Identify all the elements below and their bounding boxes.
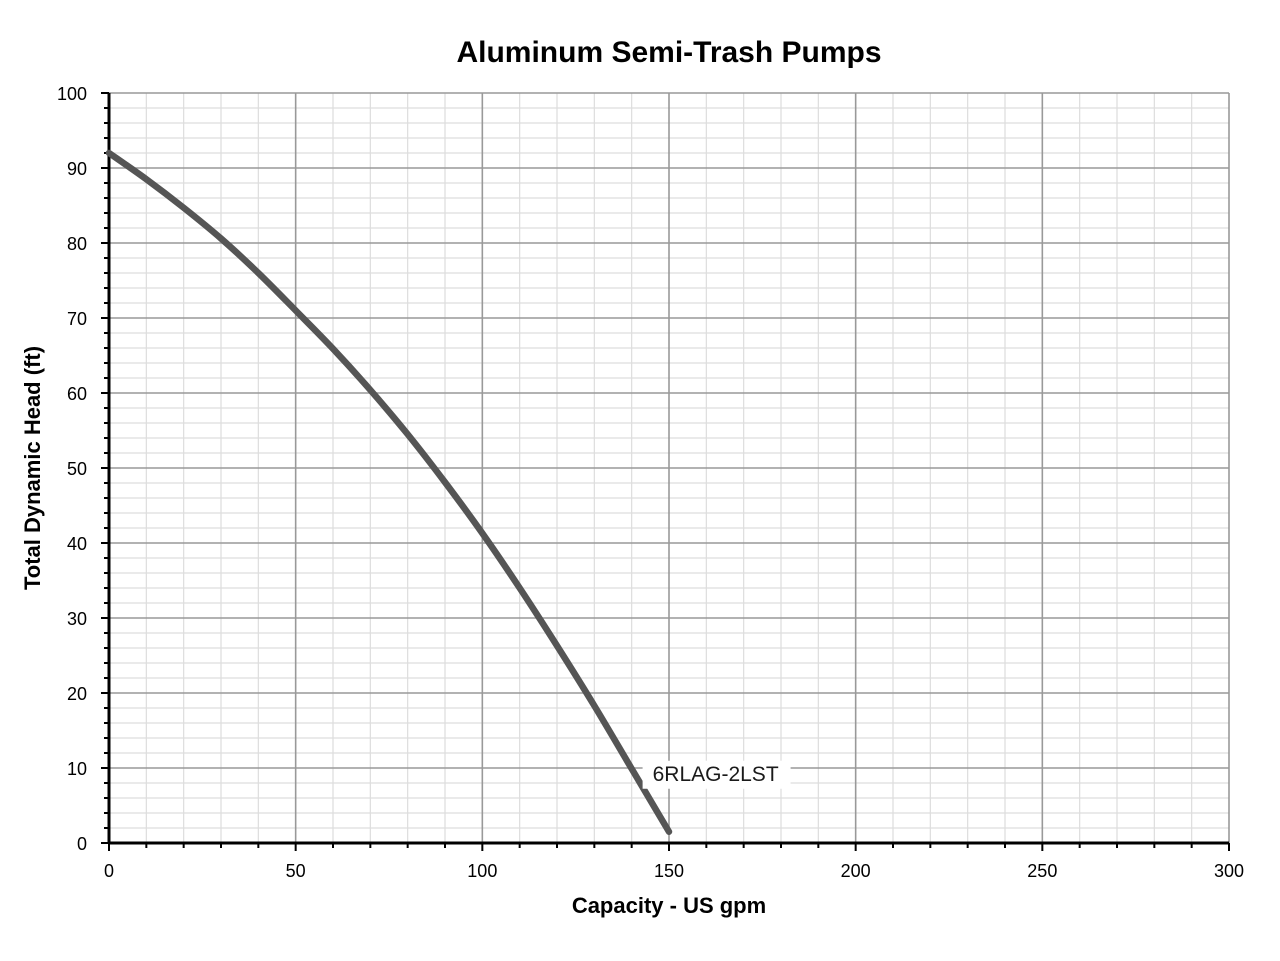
y-tick-label: 100 [57,84,87,104]
x-tick-label: 150 [654,861,684,881]
y-tick-label: 30 [67,609,87,629]
y-tick-label: 0 [77,834,87,854]
y-tick-label: 20 [67,684,87,704]
x-axis-title: Capacity - US gpm [572,893,766,918]
y-tick-label: 70 [67,309,87,329]
x-tick-label: 100 [467,861,497,881]
series-line [105,149,673,835]
major-grid [109,92,1230,843]
x-tick-label: 0 [104,861,114,881]
y-tick-label: 40 [67,534,87,554]
series-layer [105,149,673,835]
x-tick-label: 50 [286,861,306,881]
x-tick-label: 200 [841,861,871,881]
y-tick-label: 10 [67,759,87,779]
x-tick-label: 250 [1027,861,1057,881]
y-axis-title: Total Dynamic Head (ft) [20,346,45,590]
y-tick-label: 80 [67,234,87,254]
x-tick-label: 300 [1214,861,1244,881]
y-tick-label: 50 [67,459,87,479]
series-label: 6RLAG-2LST [653,763,779,786]
tick-marks [101,92,1230,851]
series-label-background [642,760,791,789]
y-tick-label: 90 [67,159,87,179]
chart-title: Aluminum Semi-Trash Pumps [456,36,881,69]
y-tick-label: 60 [67,384,87,404]
labels-layer: 0 50 100 150 200 250 300 0 10 20 30 40 50 60 70 80 90 100… [57,84,1244,881]
